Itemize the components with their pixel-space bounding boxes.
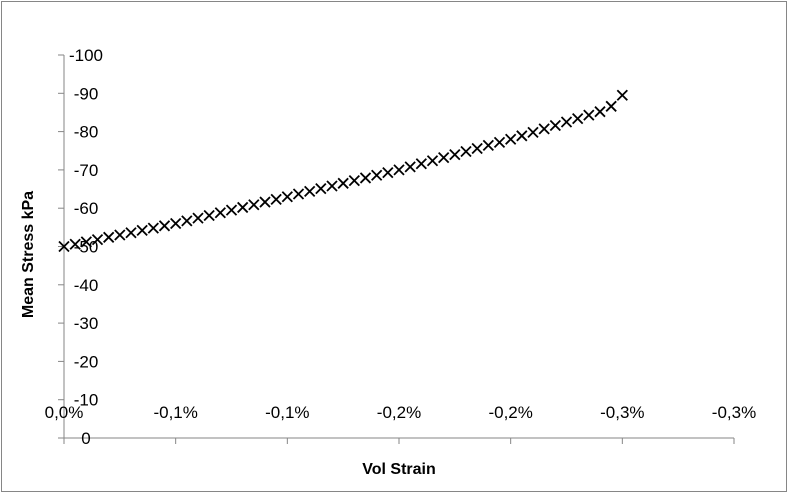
x-tick-label: -0,1% xyxy=(153,403,197,422)
data-point xyxy=(426,155,439,167)
y-tick-label: -40 xyxy=(74,276,99,295)
y-tick-label: -70 xyxy=(74,161,99,180)
data-point xyxy=(136,224,148,237)
data-point xyxy=(449,148,461,161)
y-tick-label: -30 xyxy=(74,314,99,333)
data-point xyxy=(214,207,226,219)
data-point xyxy=(181,215,193,227)
y-tick-label: 0 xyxy=(81,429,90,448)
data-point xyxy=(270,193,282,206)
y-tick-label: -20 xyxy=(74,352,99,371)
x-tick-label: -0,3% xyxy=(712,403,756,422)
data-point xyxy=(493,136,506,148)
data-point xyxy=(69,238,81,250)
data-point xyxy=(605,100,617,112)
data-point xyxy=(382,166,394,179)
data-point xyxy=(225,204,238,216)
data-point xyxy=(125,227,137,239)
y-tick-label: -10 xyxy=(74,391,99,410)
axes xyxy=(63,55,734,439)
data-point xyxy=(292,188,305,200)
x-axis-title: Vol Strain xyxy=(362,461,436,478)
data-point xyxy=(505,133,517,145)
data-point xyxy=(337,177,349,189)
data-point xyxy=(281,191,293,203)
data-point xyxy=(594,106,606,118)
data-point xyxy=(549,119,561,132)
data-point xyxy=(438,152,450,164)
y-tick-label: -60 xyxy=(74,199,99,218)
data-point xyxy=(304,185,316,197)
data-point xyxy=(58,240,70,253)
x-tick-label: 0,0% xyxy=(45,403,84,422)
data-point xyxy=(560,116,573,128)
data-point xyxy=(527,126,539,139)
data-point xyxy=(371,169,383,181)
data-point xyxy=(114,229,126,241)
data-point xyxy=(91,233,104,246)
y-tick-label: -100 xyxy=(69,46,103,65)
y-tick-label: -80 xyxy=(74,123,99,142)
data-point xyxy=(348,174,360,187)
y-axis-title: Mean Stress kPa xyxy=(20,191,37,318)
data-point xyxy=(415,158,427,170)
y-tick-label: -90 xyxy=(74,84,99,103)
data-point xyxy=(158,220,171,232)
x-tick-label: -0,2% xyxy=(488,403,532,422)
data-point xyxy=(192,212,204,224)
data-point xyxy=(538,123,550,135)
x-tick-label: -0,2% xyxy=(377,403,421,422)
data-point xyxy=(482,139,494,152)
data-point xyxy=(203,209,215,222)
data-point xyxy=(170,217,182,230)
data-point xyxy=(460,145,472,158)
data-point xyxy=(393,164,405,176)
data-point xyxy=(471,142,483,155)
data-point xyxy=(103,231,115,243)
data-series xyxy=(58,89,628,253)
y-tick-label: -50 xyxy=(74,238,99,257)
x-tick-label: -0,3% xyxy=(600,403,644,422)
x-axis-ticks: 0,0% -0,1% -0,1% -0,2% -0,2% -0,3% -0,3% xyxy=(45,403,756,444)
data-point xyxy=(572,112,584,125)
data-point xyxy=(583,109,595,121)
data-point xyxy=(616,89,628,101)
data-point xyxy=(516,130,528,142)
y-axis-ticks: 0 -10 -20 -30 -40 -50 -60 -70 -80 -90 -100 xyxy=(58,46,103,448)
data-point xyxy=(326,180,338,192)
data-point xyxy=(259,196,271,208)
data-point xyxy=(80,236,92,248)
data-point xyxy=(147,222,159,234)
x-tick-label: -0,1% xyxy=(265,403,309,422)
data-point xyxy=(237,201,249,214)
data-point xyxy=(248,199,260,211)
data-point xyxy=(404,161,416,173)
data-point xyxy=(359,172,372,184)
data-point xyxy=(315,183,327,195)
